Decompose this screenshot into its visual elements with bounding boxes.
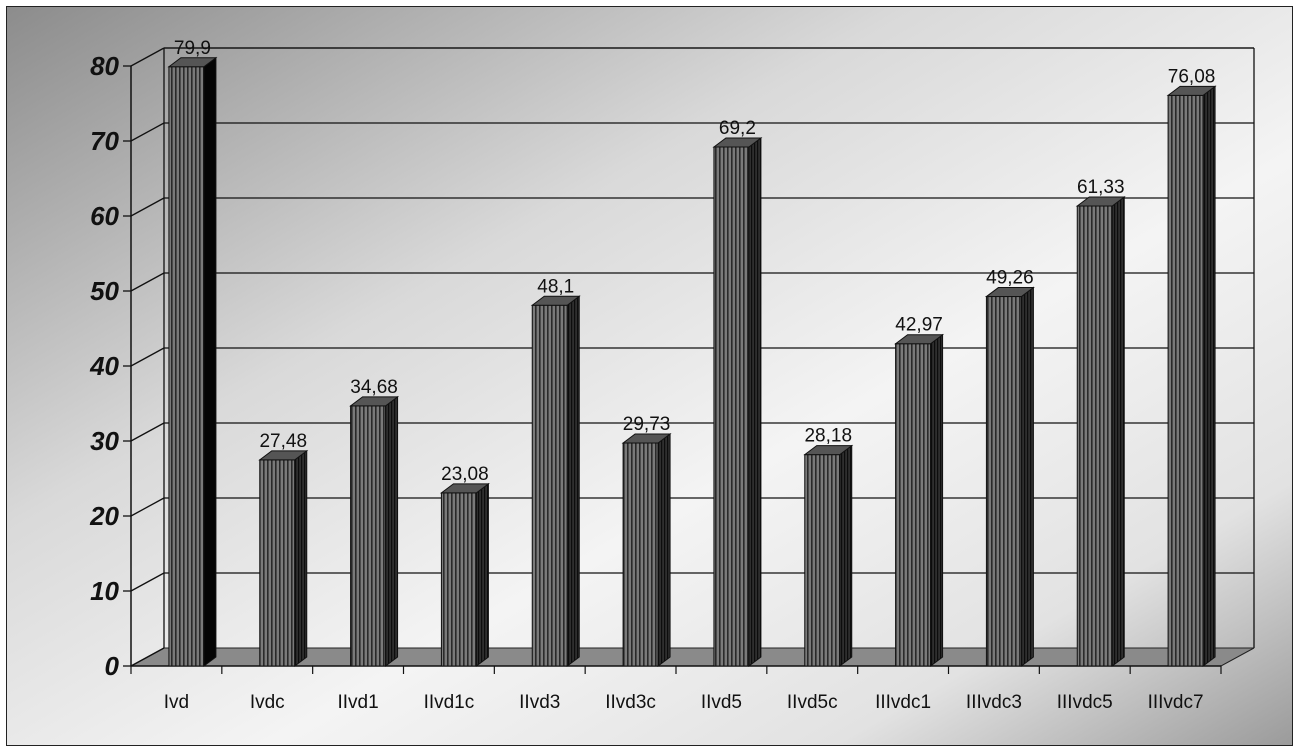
x-tick-label: IIIvdc3 [966, 692, 1022, 713]
x-tick-label: IIvd5 [701, 692, 742, 713]
bar-iiivdc5 [1075, 196, 1126, 667]
bar-side [566, 295, 580, 667]
bar-side [1202, 85, 1216, 667]
data-label: 79,9 [174, 38, 211, 59]
bar-ivdc [258, 449, 309, 667]
bar-iiivdc7 [1166, 85, 1217, 667]
data-label: 49,26 [986, 268, 1034, 289]
x-tick-label: IIvd1c [424, 692, 475, 713]
bar-top [712, 137, 763, 148]
bar-front [985, 296, 1022, 667]
data-label: 42,97 [895, 315, 943, 336]
x-tick-label: IIIvdc7 [1148, 692, 1204, 713]
bar-iiivdc3 [984, 286, 1035, 668]
bar-iivd3c [621, 433, 672, 667]
bar-top [258, 450, 309, 461]
bar-side [748, 137, 762, 667]
gridline-side [130, 197, 165, 217]
y-tick-label: 80 [90, 51, 119, 81]
bar-iivd5 [712, 137, 763, 667]
bar-iiivdc1 [894, 333, 945, 667]
gridline-side [130, 347, 165, 367]
bar-side [385, 395, 399, 667]
bar-front [622, 442, 659, 667]
gridline-side [130, 647, 165, 667]
x-tick-label: IIvd1 [337, 692, 378, 713]
gridline-side [130, 497, 165, 517]
data-label: 34,68 [350, 377, 398, 398]
bar-top [349, 396, 400, 407]
bar-front [168, 66, 205, 667]
x-tick-label: Ivd [164, 692, 189, 713]
bar-side [475, 482, 489, 667]
y-tick-label: 30 [90, 426, 119, 456]
gridline-side [130, 272, 165, 292]
bar-front [531, 304, 568, 667]
y-tick-label: 70 [90, 126, 119, 156]
y-tick-label: 50 [90, 276, 119, 306]
bar-top [1166, 85, 1217, 96]
x-tick-label: IIvd5c [787, 692, 838, 713]
bar-chart: 0 10 20 30 40 50 60 70 80 79,9 Ivd 27,48 Ivdc 34,68 II… [7, 7, 1292, 745]
y-tick-label: 0 [105, 651, 120, 681]
bar-front [259, 459, 296, 667]
bar-side [1020, 286, 1034, 668]
y-tick-label: 40 [89, 351, 119, 381]
x-tick-label: IIIvdc5 [1057, 692, 1113, 713]
x-tick-label: IIvd3 [519, 692, 560, 713]
data-label: 27,48 [259, 431, 307, 452]
data-label: 48,1 [537, 276, 574, 297]
bar-top [167, 57, 218, 68]
y-tick-label: 10 [90, 576, 119, 606]
bar-iivd1 [349, 395, 400, 667]
gridline-side [130, 422, 165, 442]
data-label: 61,33 [1077, 177, 1125, 198]
bar-front [350, 405, 387, 667]
bar-side [839, 444, 853, 667]
data-label: 76,08 [1168, 66, 1216, 87]
bar-ivd [167, 56, 218, 667]
chart-frame: 0 10 20 30 40 50 60 70 80 79,9 Ivd 27,48 Ivdc 34,68 II… [6, 6, 1293, 746]
plot-area: 0 10 20 30 40 50 60 70 80 79,9 Ivd 27,48 Ivdc 34,68 II… [89, 38, 1255, 713]
bar-iivd5c [803, 444, 854, 667]
y-tick-label: 60 [90, 201, 119, 231]
bar-front [1076, 205, 1113, 667]
bar-iivd3 [530, 295, 581, 667]
bar-top [1075, 196, 1126, 207]
bar-front [440, 492, 477, 667]
bar-top [803, 445, 854, 456]
x-tick-label: Ivdc [250, 692, 285, 713]
y-tick-label: 20 [89, 501, 119, 531]
bar-top [530, 295, 581, 306]
bar-top [439, 483, 490, 494]
bar-front [713, 146, 750, 667]
data-label: 28,18 [804, 426, 852, 447]
bar-iivd1c [439, 482, 490, 667]
bar-side [294, 449, 308, 667]
bar-side [930, 333, 944, 667]
bar-side [203, 56, 217, 667]
bar-side [1111, 196, 1125, 667]
bar-top [621, 433, 672, 444]
data-label: 29,73 [623, 414, 671, 435]
bar-top [984, 287, 1035, 298]
gridline-side [130, 122, 165, 142]
bar-front [895, 343, 932, 667]
bar-front [1167, 94, 1204, 667]
bar-top [894, 334, 945, 345]
gridline-side [130, 47, 165, 67]
bar-side [657, 433, 671, 667]
bar-front [804, 454, 841, 667]
data-label: 69,2 [719, 118, 756, 139]
gridline-side [130, 572, 165, 592]
x-tick-label: IIIvdc1 [875, 692, 931, 713]
x-tick-label: IIvd3c [605, 692, 656, 713]
data-label: 23,08 [441, 464, 489, 485]
